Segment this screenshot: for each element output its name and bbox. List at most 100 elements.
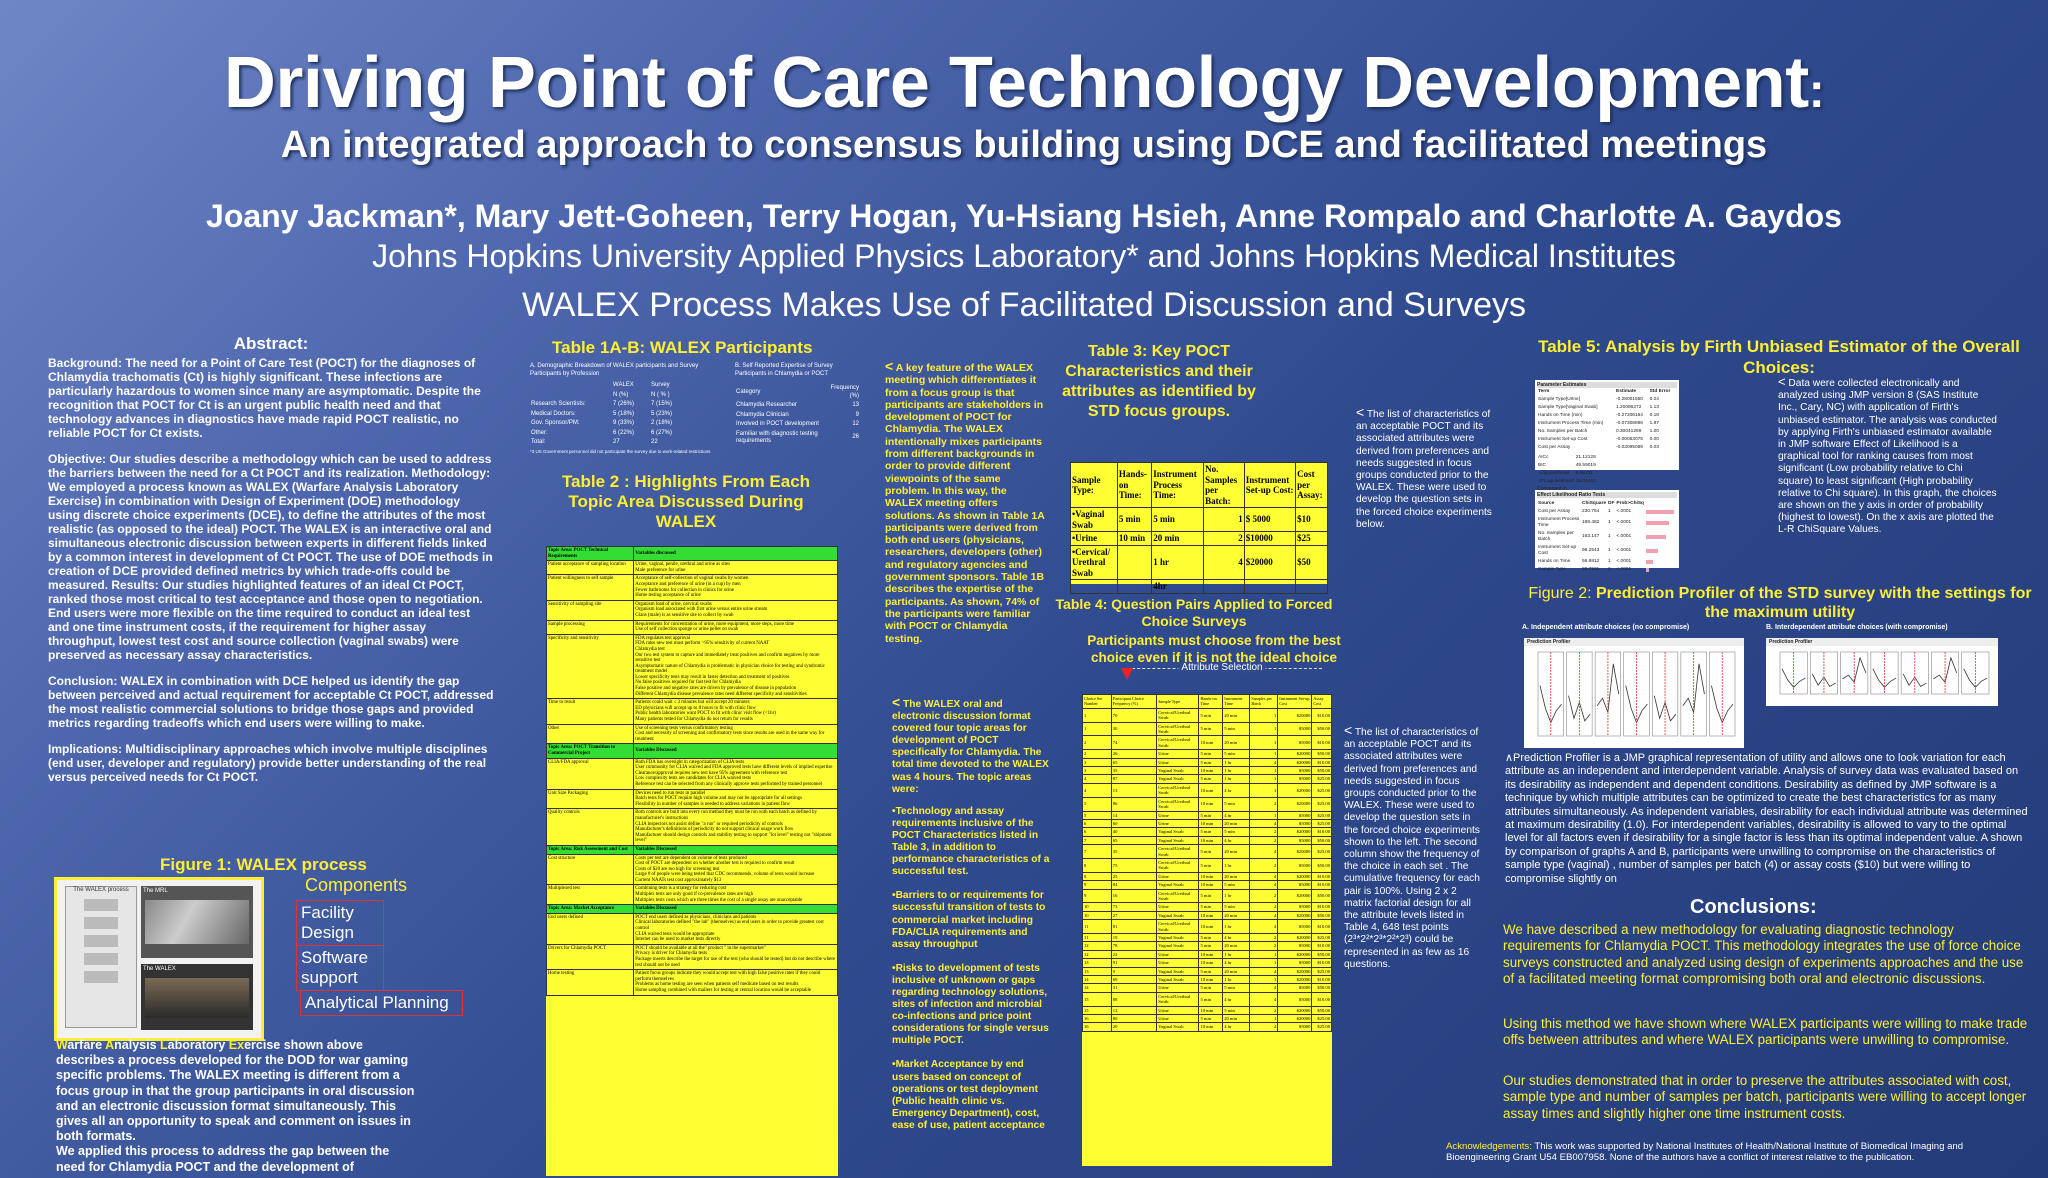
figure2-title: Figure 2: Prediction Profiler of the STD… bbox=[1528, 585, 2032, 621]
table2-row: Quality controls Both controls are built … bbox=[546, 808, 838, 846]
profiler-b-plot bbox=[1779, 651, 1990, 695]
table2-row: Sample processing Requirements for concen… bbox=[546, 619, 838, 635]
table2-row: Sensitivity of sampling site Organism loa… bbox=[546, 599, 838, 621]
table4-row: 11 19 Vaginal Swab 5 min 4 hr 2 $20000 $25.00 bbox=[1082, 932, 1332, 943]
topic-bullet: •Risks to development of tests inclusive… bbox=[892, 962, 1049, 1047]
table2-row: Unit Size Packaging Devices need to run t… bbox=[546, 788, 838, 810]
table4-row: 12 78 Vaginal Swab 5 min 20 min 2 $5000 $10.00 bbox=[1082, 941, 1332, 951]
effect-bar bbox=[1646, 560, 1653, 564]
effect-row: Instrument Process Time 188.482 1 <.0001 bbox=[1537, 516, 1675, 530]
mrl-floorplan-image: The MRL bbox=[141, 886, 253, 958]
table1b-row: Involved in POCT development 12 bbox=[736, 421, 859, 427]
abstract-section: Abstract: Background: The need for a Poi… bbox=[48, 334, 494, 784]
component-facility-design: Facility Design bbox=[296, 900, 384, 946]
parameter-row: No. Samples per Batch 0.30041269 1.00 bbox=[1538, 429, 1659, 434]
table5-title: Table 5: Analysis by Firth Unbiased Esti… bbox=[1538, 337, 2020, 377]
table4-subtitle: Participants must choose from the best c… bbox=[1087, 633, 1341, 665]
profiler-trace bbox=[1653, 695, 1677, 722]
effect-row: Instrument Set-up Cost 98.2543 1 <.0001 bbox=[1537, 544, 1675, 558]
effect-bar bbox=[1646, 521, 1669, 525]
table2-topic-row: Topic Area: Market Acceptance Variables D… bbox=[546, 904, 838, 914]
effect-bar bbox=[1646, 510, 1674, 514]
table2-row: Specificity and sensitivity FDA regulates… bbox=[546, 633, 838, 700]
table5-note: < Data were collected electronically and… bbox=[1778, 374, 1997, 536]
table1b-row: Familiar with diagnostic testing require… bbox=[736, 430, 859, 445]
table1a-title: A. Demographic Breakdown of WALEX partic… bbox=[530, 363, 699, 377]
table4-row: 8 75 Cervical/Urethral Swab 5 min 1 hr 2 $5000… bbox=[1082, 857, 1332, 873]
table3-note: < The list of characteristics of an acce… bbox=[1356, 404, 1492, 530]
parameter-row: Hands on Time (min) -0.27206164 0.18 bbox=[1538, 413, 1659, 418]
parameter-estimates-panel: Parameter Estimates Term Estimate Std Erro… bbox=[1535, 380, 1679, 492]
table3-row: •Urine 10 min 20 min 2 $10000 $25 bbox=[1070, 531, 1328, 546]
table4-grid: Choice Set Number Participant Choice Freq… bbox=[1082, 694, 1332, 1032]
table2-grid: Topic Area: POCT Technical Requirements V… bbox=[546, 546, 838, 996]
effect-likelihood-grid: Source ChiSquare DF Prob>ChiSq Cost per Assa… bbox=[1537, 500, 1675, 574]
table1b: B. Self Reported Expertise of Survey Par… bbox=[735, 363, 860, 447]
table3: Sample Type: Hands-on Time: Instrument Pro… bbox=[1070, 462, 1328, 594]
table4-row: 8 25 Urine 10 min 20 min 4 $20000 $10.00 bbox=[1082, 871, 1332, 882]
component-analytical-planning: Analytical Planning bbox=[300, 990, 463, 1016]
components-heading: Components bbox=[305, 875, 408, 895]
table1a: A. Demographic Breakdown of WALEX partic… bbox=[530, 363, 720, 455]
profiler-trace bbox=[1872, 668, 1897, 688]
conclusions-p2: Using this method we have shown where WA… bbox=[1503, 1016, 2028, 1048]
fit-row: -LogLikelihood 9.66731 bbox=[1538, 471, 1594, 476]
topic-bullet: •Market Acceptance by end users based on… bbox=[892, 1059, 1045, 1131]
effect-bar bbox=[1646, 549, 1658, 553]
table4-row: 3 65 Urine 5 min 1 hr 4 $20000 $10.00 bbox=[1082, 757, 1332, 768]
table4-row: 6 60 Urine 10 min 20 min 4 $5000 $25.00 bbox=[1082, 818, 1332, 829]
table2-row: Drivers for Chlamydia POCT POCT should be… bbox=[546, 943, 838, 971]
walex-format-note: < The WALEX oral and electronic discussi… bbox=[892, 694, 1050, 1132]
table2-row: Time to result Patients could wait ≤ 3 mi… bbox=[546, 698, 838, 725]
table3-row: •Cervical/ Urethral Swab 1 hr 4 $20000 $50 bbox=[1070, 544, 1328, 580]
fit-row: AICc 21.12128 bbox=[1538, 455, 1596, 460]
attribute-selection-label: Attribute Selection bbox=[1178, 662, 1266, 673]
figure1-image: The WALEX process The MRL The WALEX bbox=[54, 877, 264, 1041]
table1b-grid: Category Frequency (%) Chlamydia Research… bbox=[735, 384, 860, 447]
table2-topic-row: Topic Area: Risk Assessment and Cost Vari… bbox=[546, 844, 838, 855]
table3-grid: Sample Type: Hands-on Time: Instrument Pro… bbox=[1070, 462, 1328, 594]
table4-row: 3 35 Vaginal Swab 10 min 1 hr 1 $5000 $50.00 bbox=[1082, 766, 1332, 776]
table4: Choice Set Number Participant Choice Freq… bbox=[1082, 694, 1332, 1166]
table3-title: Table 3: Key POCT Characteristics and th… bbox=[1062, 343, 1256, 420]
table4-row: 12 22 Urine 10 min 1 hr 1 $20000 $50.00 bbox=[1082, 949, 1332, 960]
table4-row: 13 91 Urine 10 min 4 hr 1 $5000 $10.00 bbox=[1082, 958, 1332, 968]
fit-row: BIC 49.59019 bbox=[1538, 463, 1596, 468]
table3-row: •Vaginal Swab 5 min 5 min 1 $ 5000 $10 bbox=[1070, 507, 1328, 532]
abstract-objective: Objective: Our studies describe a method… bbox=[48, 452, 493, 662]
table4-row: 7 35 Cervical/Urethral Swab 5 min 20 min 4 $20… bbox=[1082, 844, 1332, 859]
table2-topic-row: Topic Area: POCT Technical Requirements V… bbox=[546, 546, 838, 562]
table2-row: Multiplexed test Combining tests is a str… bbox=[546, 884, 838, 906]
table4-row: 6 40 Vaginal Swab 5 min 5 min 2 $20000 $10.00 bbox=[1082, 827, 1332, 837]
parameter-row: Instrument Set-up Cost -0.00053075 0.00 bbox=[1538, 437, 1659, 442]
effect-row: Sample Type 28.7531 2 <.0001 bbox=[1537, 566, 1675, 574]
parameter-row: Sample Type[Urine] -0.28001560 0.24 bbox=[1538, 397, 1659, 402]
table4-row: 9 16 Cervical/Urethral Swab 5 min 1 hr 2 $2000… bbox=[1082, 888, 1332, 904]
profiler-a-label: Prediction Profiler bbox=[1524, 638, 1744, 646]
abstract-background: Background: The need for a Point of Care… bbox=[48, 356, 481, 440]
table4-row: 5 14 Urine 5 min 4 hr 1 $5000 $25.00 bbox=[1082, 810, 1332, 820]
walex-room-photo: The WALEX bbox=[141, 964, 253, 1030]
parameter-estimates-grid: Term Estimate Std Error Sample Type[Urine] -… bbox=[1537, 388, 1675, 452]
table4-row: 4 87 Vaginal Swab 5 min 1 hr 1 $5000 $25.00 bbox=[1082, 774, 1332, 784]
effect-likelihood-panel: Effect Likelihood Ratio Tests Source ChiS… bbox=[1535, 490, 1679, 572]
walex-feature-note: < A key feature of the WALEX meeting whi… bbox=[885, 358, 1045, 645]
table2-title: Table 2 : Highlights From Each Topic Are… bbox=[561, 472, 811, 531]
parameter-row: Instrument Process Time (min) -0.07308896… bbox=[1538, 421, 1659, 426]
figure2-panel-b-label: B. Interdependent attribute choices (wit… bbox=[1766, 624, 1948, 631]
table4-row: 9 84 Vaginal Swab 10 min 5 min 4 $5000 $10.00 bbox=[1082, 880, 1332, 890]
attribute-selection-bar: Attribute Selection bbox=[1122, 662, 1322, 681]
parameter-row: Sample Type[Vaginal Swab] 1.20086272 1.13 bbox=[1538, 405, 1659, 410]
walex-flowchart: The WALEX process bbox=[65, 886, 137, 1028]
table4-row: 14 31 Urine 5 min 5 min 4 $5000 $50.00 bbox=[1082, 983, 1332, 993]
table2-row: Cost structure Costs per test are depende… bbox=[546, 853, 838, 886]
parameter-estimates-title: Parameter Estimates bbox=[1537, 382, 1677, 388]
walex-format-intro: < The WALEX oral and electronic discussi… bbox=[892, 694, 1049, 795]
table1a-row: Medical Doctors: 5 (18%) 5 (23%) bbox=[531, 410, 673, 417]
table1a-note: *3 US Government personnel did not parti… bbox=[530, 448, 711, 454]
component-software-support: Software support bbox=[296, 945, 384, 991]
table2-row: Other Use of screening tests versus confi… bbox=[546, 723, 838, 745]
fit-row: -2*LogLikelihood 19.33462 bbox=[1538, 479, 1596, 484]
table4-row: 7 65 Vaginal Swab 10 min 4 hr 2 $5000 $50.00 bbox=[1082, 835, 1332, 846]
figure1-title: Figure 1: WALEX process bbox=[160, 855, 367, 874]
